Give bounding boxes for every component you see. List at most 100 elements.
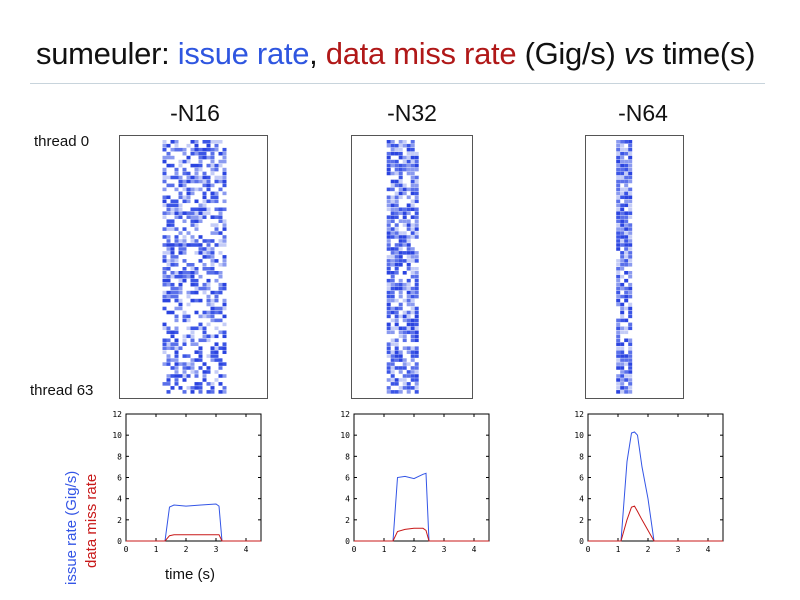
heatmap-cell xyxy=(186,179,191,184)
heatmap-cell xyxy=(620,294,625,299)
heatmap-cell xyxy=(190,191,195,196)
heatmap-cell xyxy=(398,191,403,196)
heatmap-cell xyxy=(390,318,395,323)
heatmap-cell xyxy=(390,350,395,354)
heatmap-cell xyxy=(214,207,219,212)
heatmap-cell xyxy=(174,215,179,219)
heatmap-cell xyxy=(178,179,183,184)
heatmap-cell xyxy=(202,378,207,382)
heatmap-cell xyxy=(218,362,223,366)
heatmap-cell xyxy=(198,390,203,394)
ytick-label: 2 xyxy=(345,516,350,525)
heatmap-cell xyxy=(218,390,223,394)
heatmap-cell xyxy=(194,243,199,247)
heatmap-cell xyxy=(410,298,415,303)
heatmap-cell xyxy=(394,322,399,327)
heatmap-cell xyxy=(624,219,629,223)
heatmap-cell xyxy=(182,354,187,358)
heatmap-cell xyxy=(186,274,191,279)
heatmap-cell xyxy=(394,354,399,358)
heatmap-cell xyxy=(624,215,629,219)
heatmap-cell xyxy=(198,346,203,350)
heatmap-cell xyxy=(202,314,207,319)
heatmap-cell xyxy=(194,151,199,156)
heatmap-cell xyxy=(178,195,183,200)
heatmap-cell xyxy=(186,314,191,319)
heatmap-cell xyxy=(214,342,219,346)
heatmap-cell xyxy=(398,386,403,390)
heatmap-cell xyxy=(390,199,395,204)
heatmap-cell xyxy=(202,191,207,196)
heatmap-cell xyxy=(402,314,407,319)
heatmap-cell xyxy=(616,203,621,208)
heatmap-cell xyxy=(190,207,195,212)
heatmap-cell xyxy=(178,159,183,164)
heatmap-cell xyxy=(620,227,625,231)
heatmap-cell xyxy=(178,191,183,196)
heatmap-cell xyxy=(210,290,215,295)
heatmap-cell xyxy=(402,251,407,255)
heatmap-cell xyxy=(162,255,167,259)
heatmap-cell xyxy=(406,195,411,200)
heatmap-cell xyxy=(628,282,633,287)
heatmap-cell xyxy=(406,350,411,354)
xtick-label: 1 xyxy=(154,545,159,554)
heatmap-cell xyxy=(206,322,211,327)
heatmap-cell xyxy=(390,290,395,295)
heatmap-cell xyxy=(202,286,207,291)
heatmap-cell xyxy=(394,382,399,386)
heatmap-cell xyxy=(174,314,179,319)
heatmap-cell xyxy=(178,282,183,287)
heatmap-cell xyxy=(398,334,403,339)
heatmap-cell xyxy=(390,159,395,164)
heatmap-cell xyxy=(410,255,415,259)
heatmap-cell xyxy=(624,235,629,239)
heatmap-cell xyxy=(628,203,633,208)
heatmap-cell xyxy=(186,302,191,307)
heatmap-cell xyxy=(182,370,187,374)
heatmap-cell xyxy=(198,366,203,370)
heatmap-cell xyxy=(398,330,403,335)
heatmap-cell xyxy=(624,294,629,299)
heatmap-cell xyxy=(390,211,395,215)
heatmap-cell xyxy=(628,271,633,275)
heatmap-cell xyxy=(190,390,195,394)
heatmap-cell xyxy=(386,227,391,231)
heatmap-cell xyxy=(620,286,625,291)
heatmap-cell xyxy=(620,147,625,152)
heatmap-cell xyxy=(182,251,187,255)
heatmap-cell xyxy=(628,310,633,315)
heatmap-cell xyxy=(390,382,395,386)
heatmap-cell xyxy=(386,346,391,350)
heatmap-cell xyxy=(186,231,191,235)
heatmap-cell xyxy=(162,199,167,204)
heatmap-cell xyxy=(178,239,183,243)
heatmap-cell xyxy=(414,386,419,390)
heatmap-cell xyxy=(624,278,629,283)
heatmap-cell xyxy=(210,195,215,200)
heatmap-cell xyxy=(222,298,227,303)
heatmap-cell xyxy=(186,386,191,390)
heatmap-cell xyxy=(194,370,199,374)
heatmap-cell xyxy=(194,251,199,255)
heatmap-cell xyxy=(174,294,179,299)
heatmap-cell xyxy=(410,267,415,271)
heatmap-cell xyxy=(414,370,419,374)
heatmap-cell xyxy=(406,251,411,255)
heatmap-cell xyxy=(178,147,183,152)
heatmap-cell xyxy=(402,298,407,303)
heatmap-cell xyxy=(206,179,211,184)
heatmap-cell xyxy=(394,231,399,235)
heatmap-cell xyxy=(620,274,625,279)
heatmap-cell xyxy=(390,235,395,239)
heatmap-cell xyxy=(162,259,167,263)
heatmap-cell xyxy=(406,322,411,327)
heatmap-cell xyxy=(194,215,199,219)
heatmap-cell xyxy=(624,251,629,255)
heatmap-cell xyxy=(394,203,399,208)
heatmap-cell xyxy=(174,306,179,311)
heatmap-cell xyxy=(170,259,175,263)
heatmap-cell xyxy=(174,235,179,239)
heatmap-cell xyxy=(620,390,625,394)
heatmap-cell xyxy=(410,294,415,299)
